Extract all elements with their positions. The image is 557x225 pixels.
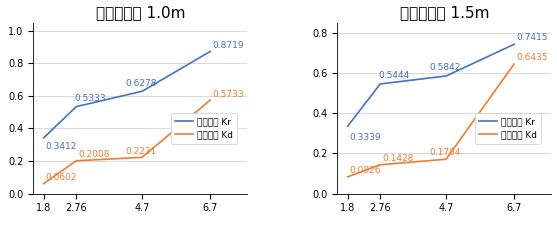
- Text: 0.0826: 0.0826: [349, 166, 381, 175]
- Text: 0.7415: 0.7415: [517, 33, 548, 42]
- Line: 투과계수 Kd: 투과계수 Kd: [348, 64, 514, 177]
- 투과계수 Kd: [73, 160, 80, 162]
- Text: 0.6435: 0.6435: [517, 53, 548, 62]
- Line: 반사계수 Kr: 반사계수 Kr: [348, 44, 514, 126]
- 투과계수 Kd: [377, 163, 384, 166]
- Text: 0.0602: 0.0602: [45, 173, 77, 182]
- Text: 0.5842: 0.5842: [429, 63, 461, 72]
- 반사계수 Kr: [207, 50, 213, 53]
- Line: 투과계수 Kd: 투과계수 Kd: [43, 100, 210, 184]
- Text: 0.5733: 0.5733: [213, 90, 245, 99]
- Text: 0.1428: 0.1428: [382, 154, 413, 163]
- Text: 0.5444: 0.5444: [379, 71, 410, 80]
- 투과계수 Kd: [511, 63, 517, 65]
- 투과계수 Kd: [443, 158, 449, 161]
- Text: 0.2008: 0.2008: [78, 150, 109, 159]
- 투과계수 Kd: [207, 99, 213, 101]
- Text: 0.2221: 0.2221: [125, 147, 157, 156]
- 투과계수 Kd: [40, 182, 47, 185]
- 반사계수 Kr: [40, 137, 47, 139]
- Title: 사석경사제 1.0m: 사석경사제 1.0m: [96, 5, 185, 20]
- 반사계수 Kr: [139, 90, 145, 93]
- Legend: 반사계수 Kr, 투과계수 Kd: 반사계수 Kr, 투과계수 Kd: [475, 113, 541, 144]
- 투과계수 Kd: [139, 156, 145, 159]
- Text: 0.3339: 0.3339: [349, 133, 381, 142]
- Text: 0.3412: 0.3412: [45, 142, 77, 151]
- 투과계수 Kd: [344, 176, 351, 178]
- Text: 0.8719: 0.8719: [213, 41, 245, 50]
- Line: 반사계수 Kr: 반사계수 Kr: [43, 52, 210, 138]
- 반사계수 Kr: [443, 75, 449, 77]
- Text: 0.1704: 0.1704: [429, 148, 461, 157]
- 반사계수 Kr: [511, 43, 517, 46]
- 반사계수 Kr: [377, 83, 384, 85]
- 반사계수 Kr: [73, 105, 80, 108]
- Legend: 반사계수 Kr, 투과계수 Kd: 반사계수 Kr, 투과계수 Kd: [170, 113, 237, 144]
- Text: 0.6278: 0.6278: [125, 79, 157, 88]
- Text: 0.5333: 0.5333: [75, 94, 106, 104]
- 반사계수 Kr: [344, 125, 351, 128]
- Title: 사석경사제 1.5m: 사석경사제 1.5m: [400, 5, 489, 20]
